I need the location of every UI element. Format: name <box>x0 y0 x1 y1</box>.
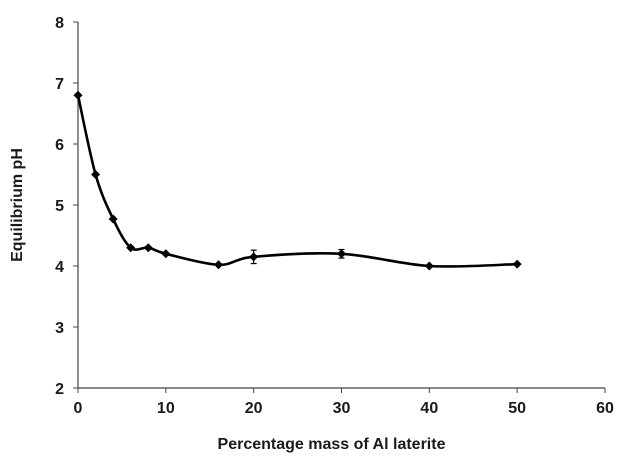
data-point <box>73 90 83 100</box>
y-tick-label: 5 <box>55 198 64 215</box>
y-tick-label: 6 <box>55 137 64 154</box>
data-point <box>424 261 434 271</box>
data-point <box>337 249 346 259</box>
data-point <box>108 214 118 224</box>
x-tick-label: 20 <box>245 400 263 417</box>
x-tick-label: 10 <box>157 400 175 417</box>
y-tick-label: 3 <box>55 320 64 337</box>
y-tick-labels: 2 3 4 5 6 7 8 <box>55 15 64 398</box>
data-point <box>161 249 171 259</box>
data-point <box>512 259 522 269</box>
data-point <box>126 243 136 253</box>
data-point <box>214 260 224 270</box>
data-point <box>91 170 101 179</box>
y-tick-label: 2 <box>55 381 64 398</box>
x-tick-label: 40 <box>420 400 438 417</box>
x-tick-label: 0 <box>74 400 83 417</box>
series-line <box>76 94 518 268</box>
x-axis-label: Percentage mass of Al laterite <box>218 436 446 453</box>
y-tick-label: 8 <box>55 15 64 32</box>
x-tick-label: 50 <box>508 400 526 417</box>
data-point <box>143 243 153 253</box>
y-tick-label: 7 <box>55 76 64 93</box>
x-tick-labels: 0 10 20 30 40 50 60 <box>74 400 614 417</box>
series-group <box>73 90 522 271</box>
data-point <box>249 252 259 262</box>
axes <box>73 21 606 393</box>
x-tick-label: 60 <box>596 400 614 417</box>
y-tick-label: 4 <box>55 259 64 276</box>
y-axis-label: Equilibrium pH <box>9 148 26 262</box>
x-tick-label: 30 <box>333 400 351 417</box>
